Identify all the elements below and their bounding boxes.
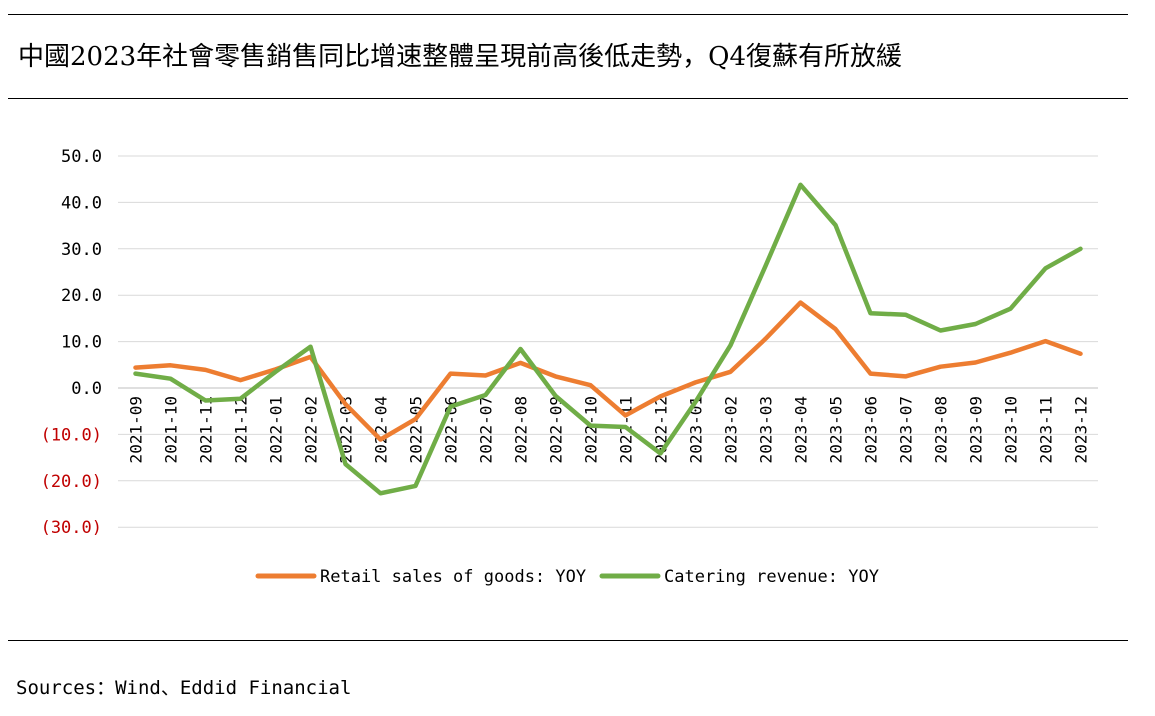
y-tick-label: 50.0 <box>61 147 102 167</box>
y-tick-label: 10.0 <box>61 333 102 353</box>
x-tick-label: 2022-10 <box>582 396 601 463</box>
chart-title: 中國2023年社會零售銷售同比增速整體呈現前高後低走勢，Q4復蘇有所放緩 <box>18 42 903 72</box>
x-tick-label: 2023-03 <box>757 396 776 463</box>
x-tick-label: 2021-09 <box>127 396 146 463</box>
y-tick-label: 20.0 <box>61 286 102 306</box>
x-tick-label: 2022-09 <box>547 396 566 463</box>
y-tick-label: (20.0) <box>41 472 102 492</box>
gridlines <box>118 155 1098 528</box>
x-tick-label: 2021-11 <box>197 396 216 463</box>
y-tick-label: 40.0 <box>61 193 102 213</box>
catering-revenue-line <box>133 182 1083 496</box>
y-axis-ticks: 50.0 40.0 30.0 20.0 10.0 0.0 (10.0) (20.0) (30.0… <box>41 147 102 538</box>
source-note: Sources：Wind、Eddid Financial <box>16 677 352 699</box>
series-lines <box>133 182 1083 496</box>
x-tick-label: 2023-05 <box>827 396 846 463</box>
x-tick-label: 2023-12 <box>1072 396 1091 463</box>
top-rule <box>8 14 1128 15</box>
x-tick-label: 2022-01 <box>267 396 286 463</box>
bottom-rule <box>8 640 1128 641</box>
x-tick-label: 2022-04 <box>372 396 391 463</box>
y-tick-label: (30.0) <box>41 518 102 538</box>
x-tick-label: 2023-04 <box>792 396 811 463</box>
x-tick-label: 2022-08 <box>512 396 531 463</box>
x-axis-ticks: 2021-09 2021-10 2021-11 2021-12 2022-01 2022-… <box>127 396 1091 463</box>
x-tick-label: 2023-10 <box>1002 396 1021 463</box>
retail-sales-line <box>133 300 1083 442</box>
x-tick-label: 2023-07 <box>897 396 916 463</box>
x-tick-label: 2023-08 <box>932 396 951 463</box>
legend: Retail sales of goods: YOY Catering reven… <box>255 567 879 587</box>
x-tick-label: 2023-02 <box>722 396 741 463</box>
legend-label: Retail sales of goods: YOY <box>320 567 586 587</box>
x-tick-label: 2022-02 <box>302 396 321 463</box>
legend-label: Catering revenue: YOY <box>664 567 879 587</box>
x-tick-label: 2023-09 <box>967 396 986 463</box>
y-tick-label: (10.0) <box>41 425 102 445</box>
x-tick-label: 2021-12 <box>232 396 251 463</box>
title-rule <box>8 98 1128 99</box>
y-tick-label: 0.0 <box>71 379 102 399</box>
x-tick-label: 2021-10 <box>162 396 181 463</box>
x-tick-label: 2023-01 <box>687 396 706 463</box>
y-tick-label: 30.0 <box>61 240 102 260</box>
x-tick-label: 2022-07 <box>477 396 496 463</box>
x-tick-label: 2023-11 <box>1037 396 1056 463</box>
x-tick-label: 2023-06 <box>862 396 881 463</box>
